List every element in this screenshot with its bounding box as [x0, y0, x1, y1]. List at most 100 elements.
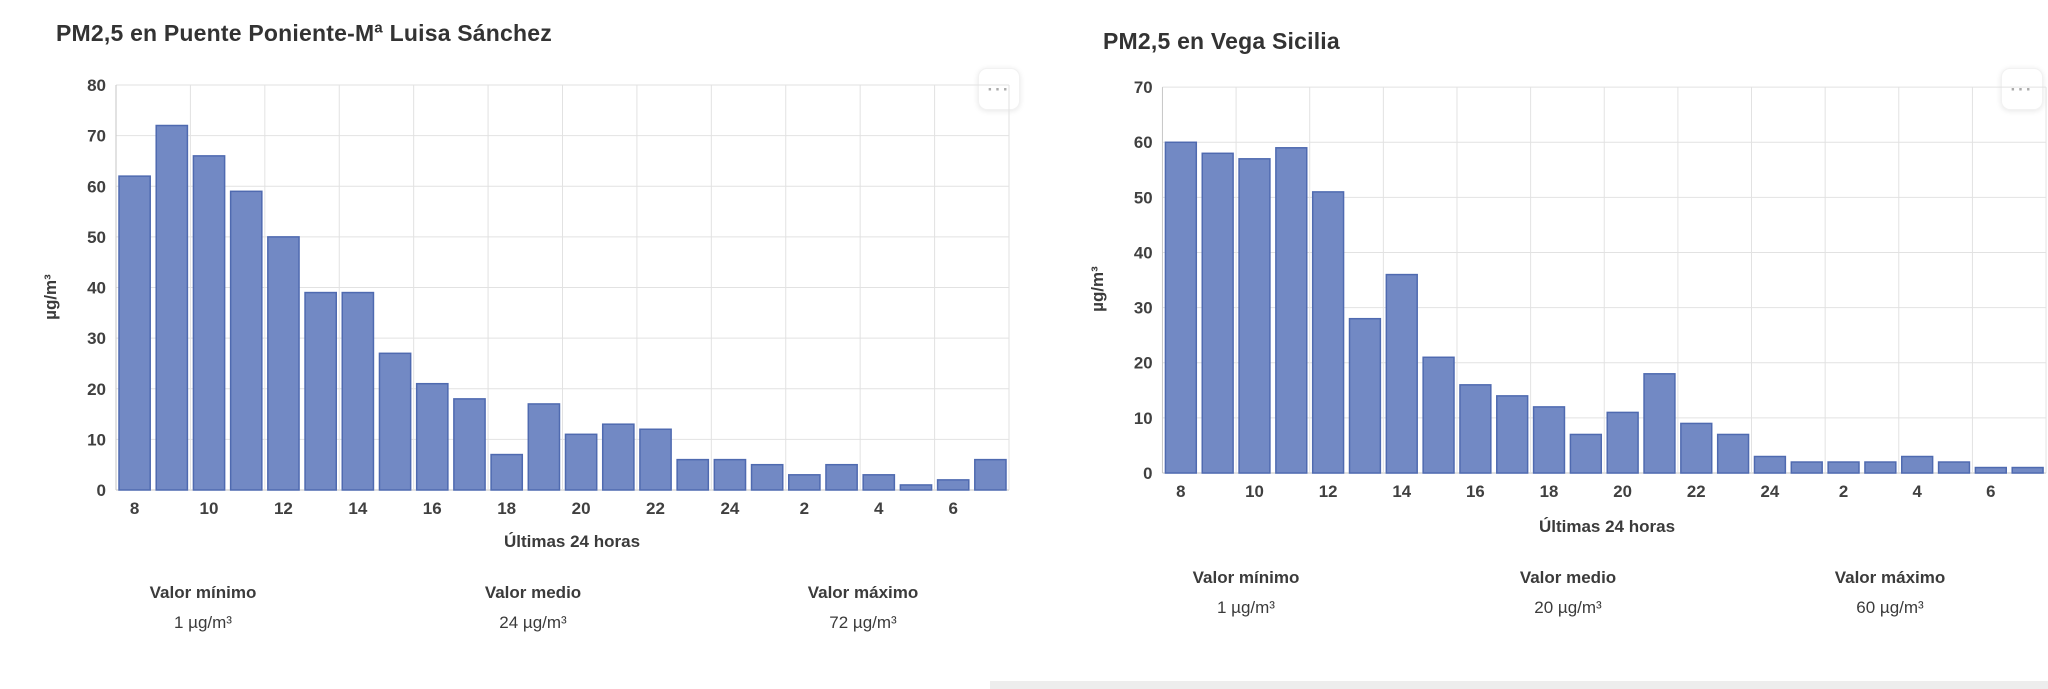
y-tick-label: 20	[87, 380, 106, 399]
bar-hour-6[interactable]	[1974, 466, 2008, 474]
bar-hour-2[interactable]	[1827, 461, 1860, 474]
y-axis-title: µg/m³	[41, 273, 60, 320]
x-tick-label: 4	[874, 499, 884, 518]
bar-hour-13[interactable]	[304, 291, 338, 491]
y-tick-label: 40	[87, 279, 106, 298]
bar-hour-8[interactable]	[118, 175, 151, 491]
stat-avg: Valor medio 20 µg/m³	[1407, 563, 1729, 623]
bar-hour-24[interactable]	[713, 458, 747, 491]
y-tick-label: 30	[87, 329, 106, 348]
bar-hour-9[interactable]	[155, 124, 189, 491]
y-tick-label: 0	[1143, 464, 1152, 483]
bar-hour-21[interactable]	[1643, 373, 1676, 474]
bar-hour-17[interactable]	[1496, 395, 1529, 474]
x-tick-label: 20	[1613, 482, 1632, 501]
bar-hour-16[interactable]	[1459, 384, 1492, 474]
bar-hour-19[interactable]	[1569, 433, 1603, 474]
chart-title: PM2,5 en Puente Poniente-Mª Luisa Sánche…	[56, 20, 552, 46]
bar-hour-12[interactable]	[267, 236, 300, 491]
bar-hour-17[interactable]	[453, 398, 486, 491]
bar-hour-23[interactable]	[1716, 433, 1750, 474]
x-tick-label: 2	[800, 499, 809, 518]
x-tick-label: 8	[130, 499, 139, 518]
bar-hour-16[interactable]	[415, 382, 449, 491]
x-tick-label: 22	[646, 499, 665, 518]
bar-hour-23[interactable]	[676, 458, 710, 491]
x-tick-label: 10	[1245, 482, 1264, 501]
stat-min-label: Valor mínimo	[149, 583, 257, 602]
bar-hour-21[interactable]	[601, 423, 635, 491]
stat-avg-value: 24 µg/m³	[499, 612, 567, 632]
x-tick-label: 18	[497, 499, 516, 518]
bar-hour-11[interactable]	[1275, 147, 1308, 474]
y-tick-label: 60	[87, 177, 106, 196]
x-tick-label: 24	[720, 499, 739, 518]
bar-hour-22[interactable]	[639, 428, 672, 491]
stat-max: Valor máximo 60 µg/m³	[1729, 563, 2048, 623]
x-tick-label: 6	[948, 499, 957, 518]
bar-hour-13[interactable]	[1348, 317, 1382, 474]
bar-hour-5[interactable]	[899, 484, 933, 491]
x-axis-title: Últimas 24 horas	[503, 532, 641, 551]
bar-hour-15[interactable]	[378, 352, 412, 491]
y-tick-label: 70	[87, 127, 106, 146]
bar-hour-20[interactable]	[564, 433, 598, 491]
y-tick-label: 70	[1134, 78, 1153, 97]
bar-hour-18[interactable]	[1532, 406, 1566, 474]
stat-max-label: Valor máximo	[807, 583, 919, 602]
stat-max: Valor máximo 72 µg/m³	[698, 578, 1028, 638]
bar-hour-19[interactable]	[527, 403, 561, 491]
bar-hour-18[interactable]	[490, 453, 524, 491]
bar-hour-7[interactable]	[2011, 466, 2044, 474]
chart-title: PM2,5 en Vega Sicilia	[1103, 28, 1340, 54]
bar-hour-12[interactable]	[1311, 191, 1345, 474]
bar-hour-4[interactable]	[862, 474, 896, 491]
y-tick-label: 60	[1134, 133, 1153, 152]
bar-hour-10[interactable]	[192, 155, 226, 491]
y-tick-label: 10	[87, 430, 106, 449]
x-tick-label: 12	[1319, 482, 1338, 501]
stat-max-value: 60 µg/m³	[1856, 597, 1924, 617]
bar-hour-24[interactable]	[1753, 455, 1787, 474]
bar-hour-11[interactable]	[229, 190, 263, 491]
x-tick-label: 8	[1176, 482, 1185, 501]
stat-avg-value: 20 µg/m³	[1534, 597, 1602, 617]
y-tick-label: 30	[1134, 299, 1153, 318]
bar-hour-7[interactable]	[974, 458, 1007, 491]
x-tick-label: 10	[200, 499, 219, 518]
stat-min-value: 1 µg/m³	[1217, 597, 1275, 617]
bar-hour-3[interactable]	[825, 463, 858, 491]
bar-hour-22[interactable]	[1680, 422, 1713, 474]
chart-options-button[interactable]: ···	[2001, 68, 2043, 110]
y-tick-label: 50	[1134, 188, 1153, 207]
bar-hour-1[interactable]	[1790, 461, 1823, 474]
bar-hour-5[interactable]	[1937, 461, 1971, 474]
x-tick-label: 18	[1540, 482, 1559, 501]
stat-avg-label: Valor medio	[484, 583, 582, 602]
y-tick-label: 50	[87, 228, 106, 247]
bar-hour-14[interactable]	[341, 291, 375, 491]
bar-hour-10[interactable]	[1238, 158, 1271, 474]
bar-hour-20[interactable]	[1606, 411, 1639, 474]
bar-hour-6[interactable]	[936, 479, 970, 491]
x-tick-label: 24	[1761, 482, 1780, 501]
stat-max-value: 72 µg/m³	[829, 612, 897, 632]
bar-hour-9[interactable]	[1201, 152, 1234, 474]
stats-row: Valor mínimo 1 µg/m³ Valor medio 24 µg/m…	[38, 578, 1028, 638]
x-tick-label: 20	[572, 499, 591, 518]
bar-hour-2[interactable]	[788, 474, 821, 491]
bar-hour-4[interactable]	[1901, 455, 1934, 474]
bar-hour-14[interactable]	[1385, 273, 1418, 474]
bar-hour-3[interactable]	[1864, 461, 1897, 474]
bottom-divider	[990, 681, 2048, 689]
x-tick-label: 14	[348, 499, 367, 518]
stats-row: Valor mínimo 1 µg/m³ Valor medio 20 µg/m…	[1085, 563, 2048, 623]
stat-avg: Valor medio 24 µg/m³	[368, 578, 698, 638]
bar-hour-15[interactable]	[1422, 356, 1455, 474]
stat-min-label: Valor mínimo	[1192, 568, 1300, 587]
bar-hour-1[interactable]	[750, 463, 784, 491]
bar-hour-8[interactable]	[1164, 141, 1198, 474]
y-tick-label: 40	[1134, 243, 1153, 262]
